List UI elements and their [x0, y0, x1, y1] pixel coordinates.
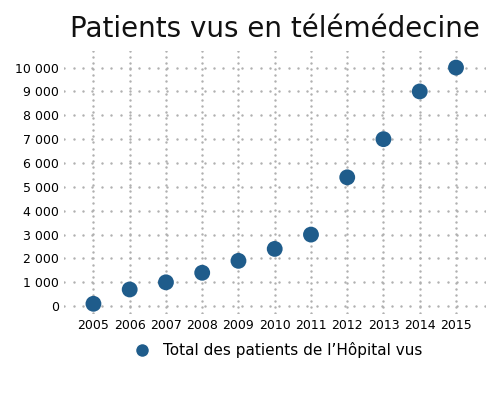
Title: Patients vus en télémédecine: Patients vus en télémédecine: [70, 15, 480, 43]
Point: [126, 286, 134, 293]
Point: [198, 270, 206, 276]
Point: [270, 246, 278, 252]
Point: [343, 174, 351, 181]
Point: [452, 64, 460, 71]
Point: [416, 88, 424, 95]
Point: [380, 136, 388, 142]
Point: [90, 301, 98, 307]
Point: [234, 257, 242, 264]
Point: [162, 279, 170, 286]
Legend: Total des patients de l’Hôpital vus: Total des patients de l’Hôpital vus: [126, 342, 422, 358]
Point: [307, 231, 315, 238]
